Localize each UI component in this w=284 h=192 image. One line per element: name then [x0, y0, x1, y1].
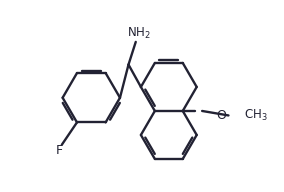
Text: O: O [217, 109, 226, 122]
Text: CH$_3$: CH$_3$ [244, 108, 268, 123]
Text: F: F [56, 144, 63, 157]
Text: NH$_2$: NH$_2$ [127, 26, 151, 41]
